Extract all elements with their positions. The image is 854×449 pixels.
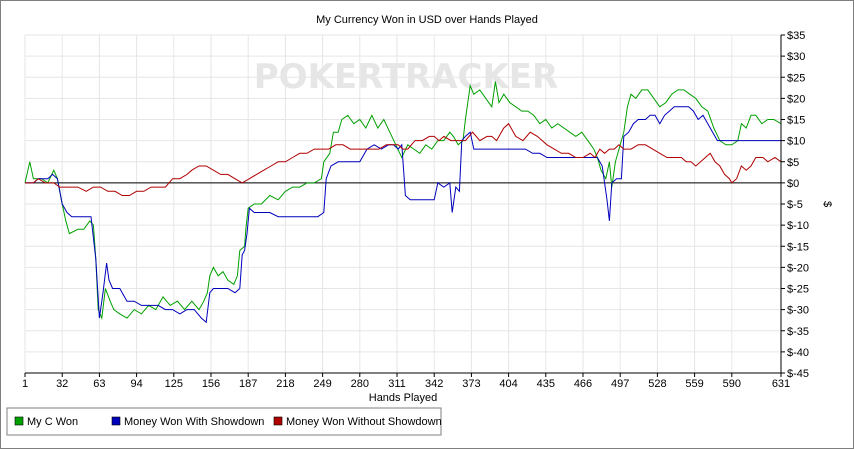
y-tick-label: $-35 (787, 326, 809, 338)
x-tick-label: 528 (648, 378, 666, 390)
x-tick-label: 373 (462, 378, 480, 390)
series-line-0 (24, 81, 782, 321)
x-tick-label: 156 (202, 378, 220, 390)
x-tick-label: 249 (313, 378, 331, 390)
y-tick-label: $-20 (787, 262, 809, 274)
x-tick-label: 280 (351, 378, 369, 390)
x-tick-label: 94 (130, 378, 142, 390)
y-tick-label: $30 (787, 51, 805, 63)
legend-swatch-2 (273, 416, 283, 426)
legend-box (6, 407, 442, 436)
y-tick-label: $20 (787, 93, 805, 105)
x-tick-label: 590 (723, 378, 741, 390)
series-layer (24, 81, 782, 324)
x-tick-label: 559 (685, 378, 703, 390)
x-tick-label: 497 (611, 378, 629, 390)
y-tick-label: $-30 (787, 305, 809, 317)
y-tick-label: $35 (787, 30, 805, 42)
y-tick-label: $-45 (787, 368, 809, 380)
y-tick-label: $-25 (787, 284, 809, 296)
x-tick-label: 63 (93, 378, 105, 390)
x-tick-label: 218 (276, 378, 294, 390)
y-tick-label: $5 (787, 157, 799, 169)
legend-label-2: Money Won Without Showdown (286, 416, 442, 428)
legend: My C Won Money Won With Showdown Money Won… (6, 407, 442, 436)
series-line-2 (25, 122, 782, 196)
x-tick-label: 125 (165, 378, 183, 390)
x-tick-label: 342 (425, 378, 443, 390)
y-tick-label: $15 (787, 115, 805, 127)
x-tick-label: 435 (537, 378, 555, 390)
x-tick-label: 32 (56, 378, 68, 390)
x-tick-label: 311 (388, 378, 406, 390)
y-axis-label: $ (821, 201, 833, 207)
y-tick-label: $0 (787, 178, 799, 190)
legend-label-0: My C Won (27, 416, 78, 428)
x-tick-label: 466 (574, 378, 592, 390)
grid-layer (24, 34, 782, 374)
series-line-1 (25, 106, 781, 324)
legend-swatch-0 (14, 416, 24, 426)
x-tick-label: 631 (772, 378, 790, 390)
legend-swatch-1 (111, 416, 121, 426)
x-tick-label: 404 (499, 378, 517, 390)
y-tick-label: $-40 (787, 347, 809, 359)
y-tick-label: $25 (787, 72, 805, 84)
x-tick-label: 187 (239, 378, 257, 390)
y-tick-label: $10 (787, 136, 805, 148)
x-tick-label: 1 (22, 378, 28, 390)
axis-layer: 1 32 63 94 125 156 187 218 249 280 311 342 373 404 435… (22, 30, 809, 390)
y-tick-label: $-15 (787, 241, 809, 253)
y-tick-label: $-10 (787, 220, 809, 232)
chart-title: My Currency Won in USD over Hands Played (316, 14, 538, 26)
legend-label-1: Money Won With Showdown (124, 416, 264, 428)
y-tick-label: $-5 (787, 199, 803, 211)
x-axis-label: Hands Played (369, 392, 438, 404)
